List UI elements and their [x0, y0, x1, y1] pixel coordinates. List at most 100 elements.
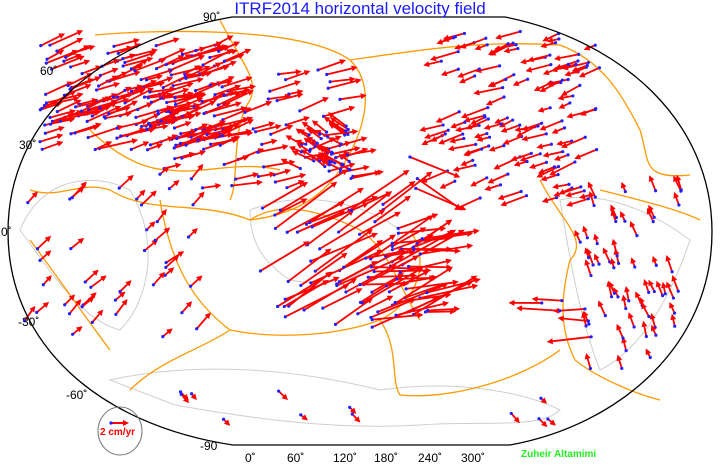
station-dot — [603, 313, 607, 318]
velocity-arrow — [539, 396, 548, 404]
coastlines — [19, 179, 691, 427]
station-dot — [518, 29, 522, 34]
velocity-arrow — [191, 191, 205, 207]
velocity-arrow — [333, 297, 374, 326]
station-dot — [164, 265, 168, 269]
station-dot — [123, 88, 127, 93]
velocity-arrow — [500, 194, 529, 207]
station-dot — [487, 144, 491, 148]
velocity-arrow — [459, 74, 477, 84]
velocity-arrow — [73, 124, 100, 135]
station-dot — [309, 259, 313, 263]
velocity-arrow — [540, 41, 558, 49]
station-dot — [285, 186, 289, 190]
station-dot — [511, 41, 515, 45]
station-dot — [558, 309, 562, 313]
station-dot — [644, 334, 648, 339]
station-dot — [66, 83, 70, 88]
station-dot — [111, 95, 116, 99]
velocity-arrow — [70, 181, 87, 200]
velocity-arrow — [620, 181, 627, 194]
velocity-arrow — [260, 181, 309, 210]
velocity-arrow — [579, 107, 598, 116]
lat-label-minus30: -30˚ — [18, 315, 40, 329]
velocity-arrow — [669, 301, 677, 315]
station-dot — [148, 90, 152, 94]
velocity-arrow — [349, 191, 393, 213]
station-dot — [208, 83, 212, 87]
station-dot — [578, 240, 582, 244]
velocity-arrow — [230, 179, 263, 188]
station-dot — [98, 106, 102, 110]
station-dot — [183, 72, 187, 76]
station-dot — [623, 219, 627, 223]
station-dot — [80, 305, 84, 309]
station-dot — [387, 290, 392, 294]
velocity-arrow — [357, 211, 401, 236]
velocity-arrow — [202, 101, 242, 116]
velocity-arrow — [309, 232, 378, 263]
station-dot — [585, 63, 589, 68]
velocity-arrow — [113, 291, 126, 302]
velocity-arrow — [139, 190, 157, 207]
velocity-arrow — [630, 257, 637, 269]
station-dot — [485, 176, 489, 180]
velocity-arrow — [470, 176, 489, 187]
station-dot — [661, 293, 665, 298]
station-dot — [123, 101, 127, 105]
station-dot — [161, 85, 165, 90]
velocity-arrow — [450, 120, 467, 129]
velocity-arrow — [266, 93, 291, 101]
station-dot — [153, 238, 157, 242]
station-dot — [172, 126, 177, 130]
station-dot — [559, 80, 563, 85]
station-dot — [135, 197, 139, 201]
station-dot — [390, 244, 394, 248]
station-dot — [529, 151, 533, 155]
station-dot — [222, 59, 227, 63]
station-dot — [616, 295, 620, 299]
velocity-arrow — [358, 280, 410, 287]
velocity-arrow — [64, 45, 90, 59]
velocity-arrow — [151, 271, 165, 287]
velocity-arrow — [609, 257, 616, 270]
station-dot — [121, 57, 125, 61]
velocity-arrow — [222, 90, 242, 98]
station-dot — [260, 206, 265, 210]
station-dot — [343, 133, 347, 137]
velocity-arrow — [200, 96, 220, 104]
station-dot — [672, 311, 677, 315]
station-dot — [103, 116, 107, 120]
station-dot — [69, 65, 73, 69]
station-dot — [511, 118, 515, 122]
velocity-arrow — [327, 137, 343, 146]
velocity-arrow — [48, 30, 84, 47]
station-dot — [579, 185, 583, 189]
station-dot — [129, 89, 133, 93]
velocity-arrow — [328, 123, 350, 137]
station-dot — [80, 71, 84, 76]
station-dot — [502, 144, 506, 148]
station-dot — [319, 137, 323, 141]
station-dot — [299, 150, 304, 154]
station-dot — [184, 143, 188, 147]
station-dot — [395, 277, 399, 281]
station-dot — [173, 103, 178, 107]
velocity-arrow — [447, 142, 478, 152]
lon-label-300: 300˚ — [461, 451, 486, 465]
velocity-arrow — [541, 195, 559, 204]
velocity-arrow — [118, 280, 132, 294]
station-dot — [328, 80, 332, 84]
velocity-arrow — [675, 174, 683, 192]
velocity-arrow — [546, 417, 556, 426]
station-dot — [480, 147, 484, 151]
velocity-arrow — [200, 183, 222, 190]
station-dot — [200, 186, 205, 190]
velocity-arrow — [321, 153, 344, 166]
velocity-arrow — [103, 111, 133, 120]
velocity-arrow — [390, 235, 451, 245]
legend-arrow — [109, 420, 129, 426]
velocity-arrow — [90, 102, 117, 118]
velocity-arrow — [345, 147, 377, 157]
